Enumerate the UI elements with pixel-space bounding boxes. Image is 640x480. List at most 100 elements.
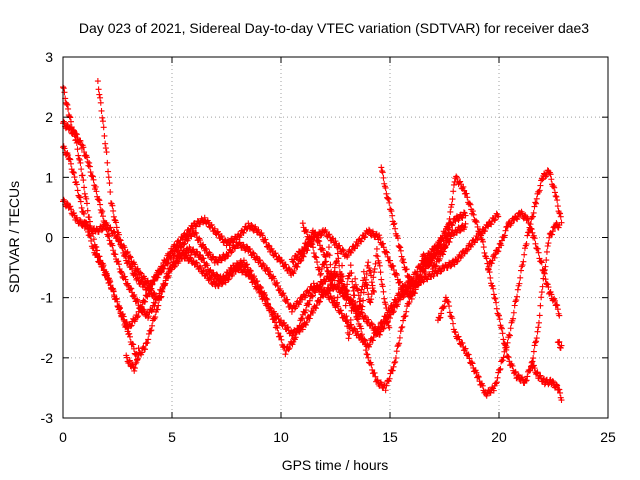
data-point	[450, 320, 457, 327]
data-point	[558, 397, 565, 404]
data-point	[443, 232, 450, 239]
data-point	[488, 221, 495, 228]
data-point	[321, 259, 328, 266]
data-point	[103, 272, 110, 279]
data-point	[504, 339, 511, 346]
data-point	[282, 351, 289, 358]
data-point	[275, 330, 282, 337]
data-point	[368, 272, 375, 279]
data-point	[81, 210, 88, 217]
data-point	[487, 389, 494, 396]
data-point	[343, 313, 350, 320]
data-point	[76, 193, 83, 200]
data-point	[554, 203, 561, 210]
data-point	[537, 372, 544, 379]
data-point	[368, 296, 375, 303]
data-point	[541, 267, 548, 274]
data-point	[394, 272, 401, 279]
data-point	[554, 306, 561, 313]
series-trace-2	[60, 143, 469, 350]
data-point	[64, 101, 71, 108]
data-point	[405, 273, 412, 280]
data-point	[383, 382, 390, 389]
data-point	[544, 281, 551, 288]
data-point	[94, 78, 101, 85]
data-point	[149, 322, 156, 329]
data-point	[530, 209, 537, 216]
data-point	[275, 254, 282, 261]
data-point	[458, 252, 465, 259]
data-point	[344, 252, 351, 259]
data-point	[129, 266, 136, 273]
data-point	[392, 354, 399, 361]
data-point	[61, 89, 68, 96]
data-point	[385, 196, 392, 203]
data-point	[496, 312, 502, 319]
data-point	[537, 302, 544, 309]
data-point	[306, 234, 313, 241]
data-point	[135, 345, 142, 352]
data-point	[257, 289, 264, 296]
data-point	[207, 251, 214, 258]
data-point	[218, 257, 225, 264]
data-point	[520, 258, 527, 265]
data-point	[278, 336, 285, 343]
data-point	[214, 228, 221, 235]
data-point	[538, 258, 545, 265]
data-point	[374, 377, 381, 384]
data-point	[319, 281, 326, 288]
data-point	[134, 274, 141, 281]
data-point	[489, 283, 496, 290]
data-point	[347, 262, 354, 269]
data-point	[309, 293, 316, 300]
data-point	[114, 298, 121, 305]
data-point	[444, 298, 451, 305]
data-point	[197, 251, 204, 258]
data-point	[336, 280, 343, 287]
data-point	[391, 220, 398, 227]
data-point	[542, 276, 549, 283]
data-point	[251, 279, 258, 286]
data-point	[77, 216, 84, 223]
data-point	[313, 282, 320, 289]
series-trace-4	[60, 118, 502, 339]
data-point	[315, 237, 322, 244]
data-point	[86, 159, 93, 166]
data-point	[554, 382, 561, 389]
data-point	[485, 266, 492, 273]
data-point	[359, 303, 366, 310]
data-point	[119, 311, 126, 318]
data-point	[97, 94, 104, 101]
data-point	[122, 253, 129, 260]
data-point	[309, 241, 316, 248]
data-point	[448, 204, 455, 211]
data-point	[414, 268, 421, 275]
data-point	[488, 260, 495, 267]
data-point	[285, 324, 292, 331]
data-point	[464, 247, 471, 254]
data-point	[467, 201, 474, 208]
data-point	[389, 212, 396, 219]
data-point	[298, 315, 305, 322]
data-point	[329, 277, 336, 284]
data-point	[193, 259, 200, 266]
data-point	[350, 292, 357, 299]
data-point	[272, 250, 279, 257]
data-point	[544, 242, 551, 249]
y-tick-label: 1	[45, 169, 53, 185]
data-point	[332, 238, 339, 245]
data-point	[396, 279, 403, 286]
data-point	[362, 279, 369, 286]
data-point	[122, 276, 129, 283]
data-point	[331, 294, 338, 301]
data-point	[399, 323, 406, 330]
data-point	[524, 215, 531, 222]
data-point	[452, 218, 459, 225]
data-point	[215, 283, 222, 290]
data-point	[534, 245, 541, 252]
data-point	[460, 209, 467, 216]
data-point	[89, 173, 96, 180]
series-trace-10	[528, 362, 565, 404]
data-point	[113, 295, 120, 302]
data-point	[67, 118, 74, 125]
